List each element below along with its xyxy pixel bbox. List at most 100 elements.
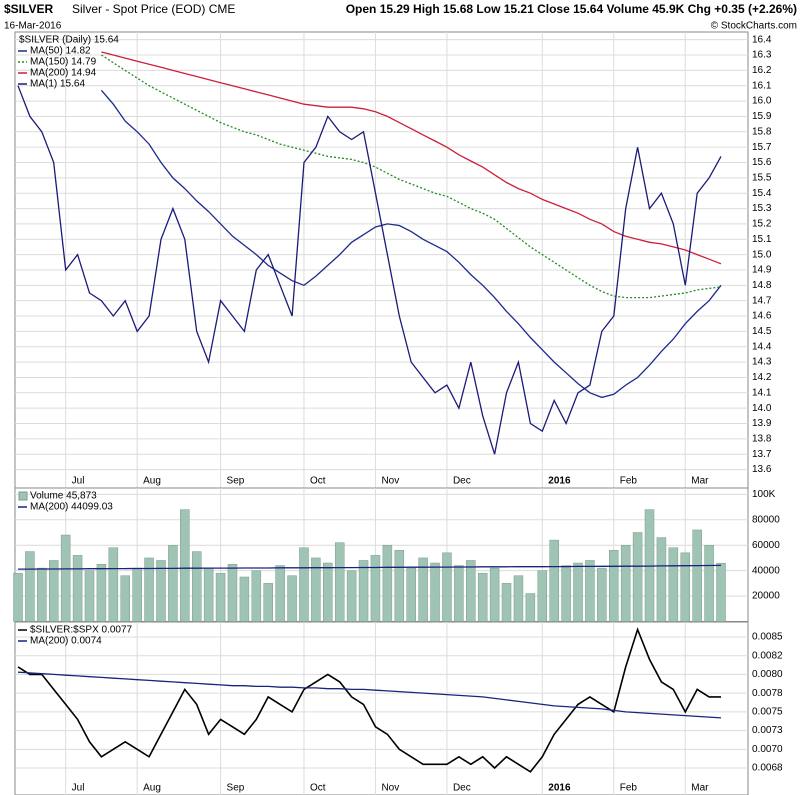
y-tick-label: 0.0078 bbox=[752, 688, 783, 699]
volume-bar bbox=[585, 560, 595, 622]
panel-frame bbox=[14, 621, 749, 795]
x-tick-label: Mar bbox=[691, 476, 709, 487]
x-tick-label: Mar bbox=[691, 783, 709, 794]
x-tick-label: Sep bbox=[227, 476, 245, 487]
legend-label: MA(150) 14.79 bbox=[30, 57, 97, 68]
x-tick-label: Feb bbox=[620, 783, 638, 794]
y-tick-label: 0.0075 bbox=[752, 707, 783, 718]
y-tick-label: 13.9 bbox=[752, 418, 772, 429]
legend-label: MA(50) 14.82 bbox=[30, 46, 91, 57]
y-tick-label: 80000 bbox=[752, 514, 780, 525]
y-tick-label: 14.4 bbox=[752, 341, 772, 352]
y-tick-label: 16.1 bbox=[752, 80, 772, 91]
volume-bar bbox=[180, 509, 190, 622]
volume-bar bbox=[680, 552, 691, 622]
volume-bar bbox=[144, 557, 154, 622]
volume-bar bbox=[346, 570, 357, 622]
y-tick-label: 40000 bbox=[752, 565, 780, 576]
legend-label: $SILVER:$SPX 0.0077 bbox=[30, 625, 133, 636]
y-tick-label: 16.2 bbox=[752, 65, 772, 76]
volume-bar bbox=[358, 560, 369, 622]
volume-bar bbox=[227, 564, 238, 622]
volume-bar bbox=[430, 562, 440, 622]
x-tick-label: Sep bbox=[227, 783, 245, 794]
volume-bar bbox=[513, 575, 524, 622]
x-tick-label: Dec bbox=[453, 476, 471, 487]
volume-bar bbox=[251, 570, 262, 622]
volume-bar bbox=[609, 550, 619, 622]
volume-bar bbox=[692, 529, 702, 622]
volume-bar bbox=[13, 572, 23, 622]
legend-label: Volume 45,873 bbox=[30, 491, 97, 502]
y-tick-label: 16.3 bbox=[752, 50, 772, 61]
volume-bar bbox=[370, 555, 381, 622]
volume-bar bbox=[382, 544, 393, 622]
credit: © StockCharts.com bbox=[711, 21, 797, 32]
y-tick-label: 15.1 bbox=[752, 234, 772, 245]
volume-bar bbox=[477, 572, 488, 622]
panel-frame bbox=[14, 31, 749, 489]
y-tick-label: 14.5 bbox=[752, 326, 772, 337]
x-tick-label: Dec bbox=[453, 783, 471, 794]
volume-bar bbox=[704, 544, 714, 622]
y-tick-label: 13.6 bbox=[752, 464, 772, 475]
y-tick-label: 20000 bbox=[752, 591, 780, 602]
series-line bbox=[17, 627, 721, 773]
volume-bar bbox=[263, 583, 273, 622]
quote: Open 15.29 High 15.68 Low 15.21 Close 15… bbox=[346, 2, 797, 16]
volume-bar bbox=[120, 575, 130, 622]
volume-bar bbox=[454, 565, 464, 622]
volume-bar bbox=[442, 552, 452, 622]
y-tick-label: 0.0085 bbox=[752, 632, 783, 643]
volume-bar bbox=[501, 583, 512, 622]
y-tick-label: 15.3 bbox=[752, 203, 772, 214]
volume-bar bbox=[334, 542, 345, 622]
y-tick-label: 13.8 bbox=[752, 434, 772, 445]
y-tick-label: 15.4 bbox=[752, 188, 772, 199]
legend-label: MA(200) 14.94 bbox=[30, 68, 97, 79]
legend-label: MA(200) 0.0074 bbox=[30, 636, 102, 647]
y-tick-label: 14.1 bbox=[752, 387, 772, 398]
y-tick-label: 15.9 bbox=[752, 111, 772, 122]
volume-bar bbox=[108, 547, 119, 622]
y-tick-label: 0.0080 bbox=[752, 669, 783, 680]
y-tick-label: 15.0 bbox=[752, 249, 772, 260]
y-tick-label: 14.9 bbox=[752, 265, 772, 276]
volume-bar bbox=[466, 560, 476, 622]
volume-bar bbox=[620, 544, 631, 622]
x-tick-label: 2016 bbox=[548, 783, 571, 794]
y-tick-label: 14.3 bbox=[752, 357, 772, 368]
y-tick-label: 14.0 bbox=[752, 403, 772, 414]
y-tick-label: 15.8 bbox=[752, 126, 772, 137]
y-tick-label: 15.6 bbox=[752, 157, 772, 168]
y-tick-label: 0.0068 bbox=[752, 763, 783, 774]
x-tick-label: 2016 bbox=[548, 476, 571, 487]
y-tick-label: 14.2 bbox=[752, 372, 772, 383]
x-tick-label: Oct bbox=[310, 783, 326, 794]
y-tick-label: 14.7 bbox=[752, 295, 772, 306]
volume-bar bbox=[156, 560, 166, 622]
volume-bar bbox=[239, 576, 250, 622]
series-line bbox=[18, 564, 722, 570]
volume-bar bbox=[37, 567, 47, 622]
y-tick-label: 100K bbox=[752, 489, 776, 500]
volume-bar bbox=[168, 544, 178, 622]
x-tick-label: Oct bbox=[310, 476, 326, 487]
series-line bbox=[101, 51, 722, 265]
y-tick-label: 15.5 bbox=[752, 172, 772, 183]
legend-label: MA(1) 15.64 bbox=[30, 79, 85, 90]
x-tick-label: Aug bbox=[143, 783, 161, 794]
series-line bbox=[100, 89, 722, 399]
y-tick-label: 0.0073 bbox=[752, 725, 783, 736]
volume-bar bbox=[191, 551, 202, 622]
x-tick-label: Nov bbox=[381, 476, 399, 487]
x-tick-label: Aug bbox=[143, 476, 161, 487]
volume-bar bbox=[299, 547, 309, 622]
legend-label: MA(200) 44099.03 bbox=[30, 502, 113, 513]
y-tick-label: 15.2 bbox=[752, 219, 772, 230]
volume-bar bbox=[668, 547, 679, 622]
y-tick-label: 14.6 bbox=[752, 311, 772, 322]
volume-bar bbox=[72, 555, 83, 622]
volume-bar bbox=[656, 537, 667, 622]
